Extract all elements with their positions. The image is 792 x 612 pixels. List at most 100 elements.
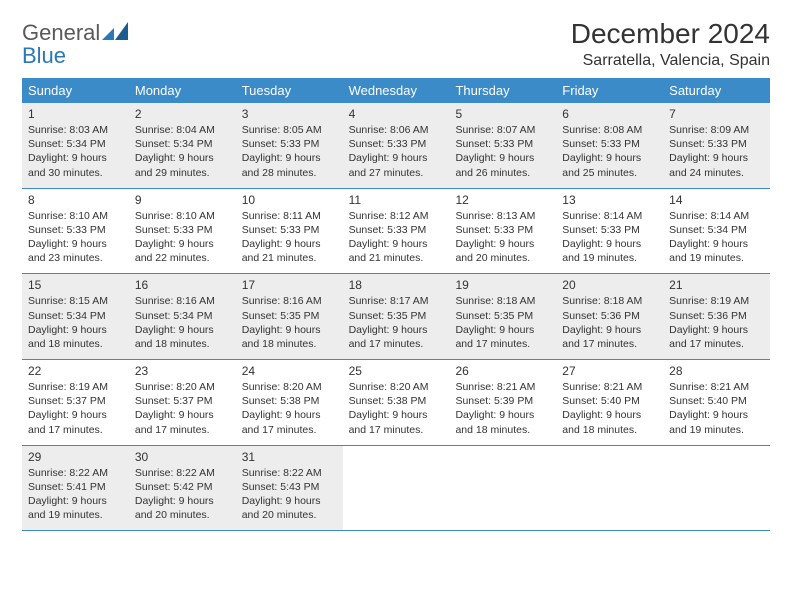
daylight-text-2: and 17 minutes. [455,337,550,351]
day-number: 29 [28,450,123,464]
daylight-text-1: Daylight: 9 hours [135,237,230,251]
weekday-header: Sunday [22,78,129,103]
daylight-text-1: Daylight: 9 hours [455,408,550,422]
daylight-text-2: and 19 minutes. [28,508,123,522]
daylight-text-1: Daylight: 9 hours [349,323,444,337]
daylight-text-2: and 28 minutes. [242,166,337,180]
daylight-text-1: Daylight: 9 hours [242,494,337,508]
daylight-text-2: and 18 minutes. [242,337,337,351]
day-cell: 4Sunrise: 8:06 AMSunset: 5:33 PMDaylight… [343,103,450,188]
day-number: 2 [135,107,230,121]
daylight-text-2: and 25 minutes. [562,166,657,180]
sunset-text: Sunset: 5:36 PM [562,309,657,323]
sunrise-text: Sunrise: 8:20 AM [349,380,444,394]
day-cell: 24Sunrise: 8:20 AMSunset: 5:38 PMDayligh… [236,360,343,445]
daylight-text-1: Daylight: 9 hours [669,323,764,337]
day-cell: 12 Sunrise: 8:13 AMSunset: 5:33 PMDayligh… [449,189,556,274]
sunrise-text: Sunrise: 8:09 AM [669,123,764,137]
day-number: 23 [135,364,230,378]
day-number: 28 [669,364,764,378]
daylight-text-1: Daylight: 9 hours [242,323,337,337]
day-number: 10 [242,193,337,207]
day-number: 5 [455,107,550,121]
daylight-text-2: and 21 minutes. [242,251,337,265]
day-number: 15 [28,278,123,292]
title-block: December 2024 Sarratella, Valencia, Spai… [571,18,770,70]
day-cell: 5Sunrise: 8:07 AMSunset: 5:33 PMDaylight… [449,103,556,188]
daylight-text-1: Daylight: 9 hours [562,237,657,251]
daylight-text-1: Daylight: 9 hours [562,151,657,165]
daylight-text-1: Daylight: 9 hours [455,237,550,251]
sunset-text: Sunset: 5:42 PM [135,480,230,494]
sunrise-text: Sunrise: 8:16 AM [242,294,337,308]
daylight-text-1: Daylight: 9 hours [349,237,444,251]
day-number: 17 [242,278,337,292]
day-cell [449,446,556,531]
sunrise-text: Sunrise: 8:20 AM [242,380,337,394]
sunrise-text: Sunrise: 8:13 AM [455,209,550,223]
sunrise-text: Sunrise: 8:21 AM [455,380,550,394]
day-cell: 16Sunrise: 8:16 AMSunset: 5:34 PMDayligh… [129,274,236,359]
daylight-text-2: and 19 minutes. [562,251,657,265]
sunrise-text: Sunrise: 8:06 AM [349,123,444,137]
daylight-text-2: and 30 minutes. [28,166,123,180]
day-number: 12 [455,193,550,207]
daylight-text-2: and 17 minutes. [349,423,444,437]
daylight-text-2: and 22 minutes. [135,251,230,265]
day-number: 11 [349,193,444,207]
day-number: 30 [135,450,230,464]
day-cell: 13Sunrise: 8:14 AMSunset: 5:33 PMDayligh… [556,189,663,274]
sunrise-text: Sunrise: 8:03 AM [28,123,123,137]
sunrise-text: Sunrise: 8:19 AM [669,294,764,308]
day-cell: 26Sunrise: 8:21 AMSunset: 5:39 PMDayligh… [449,360,556,445]
daylight-text-1: Daylight: 9 hours [242,408,337,422]
calendar: Sunday Monday Tuesday Wednesday Thursday… [22,78,770,531]
sunset-text: Sunset: 5:33 PM [669,137,764,151]
sunset-text: Sunset: 5:33 PM [562,137,657,151]
daylight-text-1: Daylight: 9 hours [562,408,657,422]
daylight-text-2: and 17 minutes. [28,423,123,437]
day-cell: 7Sunrise: 8:09 AMSunset: 5:33 PMDaylight… [663,103,770,188]
daylight-text-2: and 24 minutes. [669,166,764,180]
sunset-text: Sunset: 5:33 PM [349,223,444,237]
daylight-text-1: Daylight: 9 hours [669,237,764,251]
day-number: 20 [562,278,657,292]
daylight-text-2: and 18 minutes. [455,423,550,437]
day-number: 27 [562,364,657,378]
sunset-text: Sunset: 5:33 PM [455,223,550,237]
week-row: 8Sunrise: 8:10 AMSunset: 5:33 PMDaylight… [22,189,770,275]
weekday-header: Saturday [663,78,770,103]
sunset-text: Sunset: 5:38 PM [242,394,337,408]
daylight-text-2: and 17 minutes. [242,423,337,437]
sunrise-text: Sunrise: 8:21 AM [669,380,764,394]
day-cell: 6Sunrise: 8:08 AMSunset: 5:33 PMDaylight… [556,103,663,188]
daylight-text-1: Daylight: 9 hours [135,494,230,508]
sunrise-text: Sunrise: 8:10 AM [28,209,123,223]
day-cell: 18Sunrise: 8:17 AMSunset: 5:35 PMDayligh… [343,274,450,359]
day-number: 4 [349,107,444,121]
logo-word-2: Blue [22,43,66,68]
day-cell: 3Sunrise: 8:05 AMSunset: 5:33 PMDaylight… [236,103,343,188]
daylight-text-1: Daylight: 9 hours [28,408,123,422]
day-number: 1 [28,107,123,121]
day-number: 21 [669,278,764,292]
weekday-header: Friday [556,78,663,103]
sunrise-text: Sunrise: 8:12 AM [349,209,444,223]
daylight-text-1: Daylight: 9 hours [28,237,123,251]
day-number: 16 [135,278,230,292]
daylight-text-1: Daylight: 9 hours [562,323,657,337]
sunset-text: Sunset: 5:43 PM [242,480,337,494]
day-number: 3 [242,107,337,121]
daylight-text-1: Daylight: 9 hours [242,151,337,165]
sunrise-text: Sunrise: 8:10 AM [135,209,230,223]
logo-word-1: General [22,20,100,45]
day-number: 6 [562,107,657,121]
daylight-text-1: Daylight: 9 hours [349,408,444,422]
day-number: 7 [669,107,764,121]
sunrise-text: Sunrise: 8:20 AM [135,380,230,394]
daylight-text-2: and 27 minutes. [349,166,444,180]
sunset-text: Sunset: 5:34 PM [135,137,230,151]
day-cell: 31Sunrise: 8:22 AMSunset: 5:43 PMDayligh… [236,446,343,531]
sunset-text: Sunset: 5:33 PM [455,137,550,151]
daylight-text-1: Daylight: 9 hours [28,323,123,337]
